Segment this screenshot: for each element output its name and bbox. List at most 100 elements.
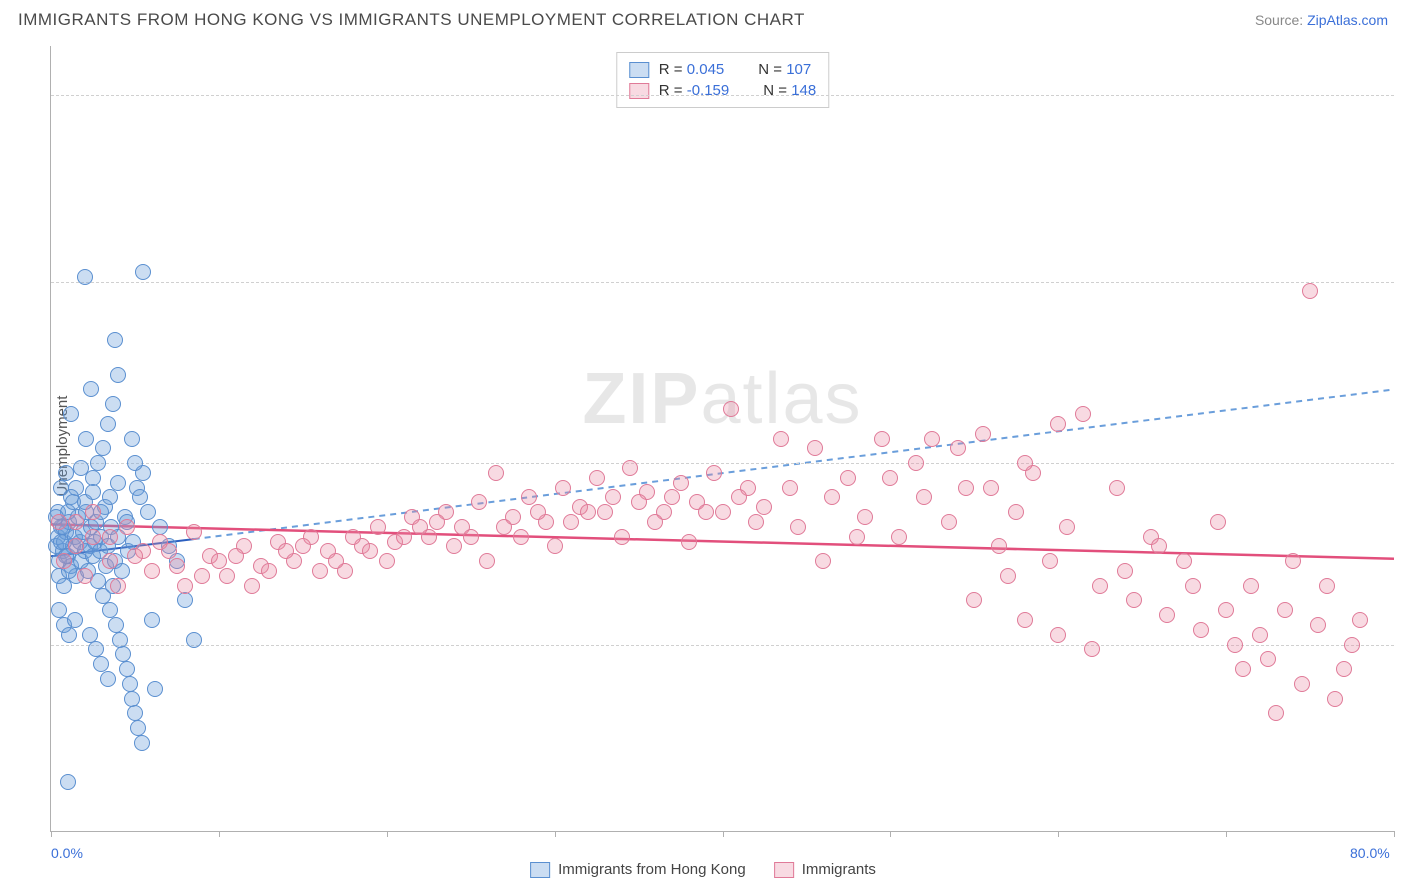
marker-imm: [161, 543, 177, 559]
marker-imm: [328, 553, 344, 569]
marker-imm: [1319, 578, 1335, 594]
marker-imm: [219, 568, 235, 584]
marker-imm: [924, 431, 940, 447]
marker-hk: [134, 735, 150, 751]
y-tick-label: 15.0%: [1400, 87, 1406, 103]
x-tick: [890, 831, 891, 837]
marker-imm: [1159, 607, 1175, 623]
marker-imm: [1268, 705, 1284, 721]
marker-hk: [63, 406, 79, 422]
marker-imm: [991, 538, 1007, 554]
marker-imm: [950, 440, 966, 456]
marker-imm: [119, 519, 135, 535]
marker-imm: [1075, 406, 1091, 422]
marker-imm: [916, 489, 932, 505]
marker-hk: [112, 632, 128, 648]
marker-imm: [1084, 641, 1100, 657]
marker-imm: [782, 480, 798, 496]
legend-swatch-2: [774, 862, 794, 878]
marker-imm: [840, 470, 856, 486]
marker-imm: [513, 529, 529, 545]
marker-hk: [107, 332, 123, 348]
marker-imm: [681, 534, 697, 550]
marker-imm: [983, 480, 999, 496]
marker-imm: [412, 519, 428, 535]
marker-imm: [186, 524, 202, 540]
marker-imm: [177, 578, 193, 594]
marker-imm: [1302, 283, 1318, 299]
marker-imm: [1210, 514, 1226, 530]
marker-imm: [1310, 617, 1326, 633]
gridline: [51, 645, 1394, 646]
marker-hk: [82, 627, 98, 643]
marker-hk: [56, 578, 72, 594]
marker-imm: [68, 514, 84, 530]
chart-area: ZIPatlas R = 0.045N = 107R = -0.159N = 1…: [50, 46, 1394, 832]
marker-hk: [122, 676, 138, 692]
y-tick-label: 3.8%: [1400, 637, 1406, 653]
marker-imm: [790, 519, 806, 535]
x-tick: [1058, 831, 1059, 837]
marker-hk: [78, 431, 94, 447]
marker-imm: [1294, 676, 1310, 692]
marker-hk: [110, 475, 126, 491]
marker-imm: [194, 568, 210, 584]
marker-imm: [706, 465, 722, 481]
marker-imm: [228, 548, 244, 564]
marker-imm: [975, 426, 991, 442]
marker-imm: [1109, 480, 1125, 496]
marker-imm: [1000, 568, 1016, 584]
marker-imm: [1017, 612, 1033, 628]
marker-imm: [1059, 519, 1075, 535]
gridline: [51, 463, 1394, 464]
stat-n: N = 148: [763, 82, 816, 99]
marker-imm: [1327, 691, 1343, 707]
marker-imm: [379, 553, 395, 569]
marker-hk: [127, 455, 143, 471]
marker-hk: [132, 489, 148, 505]
marker-imm: [1117, 563, 1133, 579]
x-tick: [387, 831, 388, 837]
x-left-label: 0.0%: [51, 845, 83, 861]
marker-imm: [874, 431, 890, 447]
marker-imm: [589, 470, 605, 486]
marker-imm: [530, 504, 546, 520]
marker-hk: [124, 691, 140, 707]
x-right-label: 80.0%: [1350, 845, 1390, 861]
marker-imm: [1243, 578, 1259, 594]
marker-hk: [83, 381, 99, 397]
marker-hk: [73, 460, 89, 476]
marker-imm: [68, 538, 84, 554]
marker-hk: [58, 465, 74, 481]
marker-imm: [488, 465, 504, 481]
marker-imm: [1151, 538, 1167, 554]
marker-imm: [102, 553, 118, 569]
marker-imm: [815, 553, 831, 569]
y-tick-label: 7.5%: [1400, 455, 1406, 471]
source-link[interactable]: ZipAtlas.com: [1307, 12, 1388, 28]
stats-box: R = 0.045N = 107R = -0.159N = 148: [616, 52, 829, 108]
marker-imm: [102, 529, 118, 545]
marker-imm: [1050, 416, 1066, 432]
marker-imm: [966, 592, 982, 608]
gridline: [51, 282, 1394, 283]
marker-imm: [1185, 578, 1201, 594]
marker-imm: [631, 494, 647, 510]
marker-hk: [93, 656, 109, 672]
marker-imm: [1235, 661, 1251, 677]
marker-imm: [110, 578, 126, 594]
marker-imm: [463, 529, 479, 545]
marker-imm: [1227, 637, 1243, 653]
marker-imm: [446, 538, 462, 554]
marker-imm: [1126, 592, 1142, 608]
legend-swatch-1: [530, 862, 550, 878]
marker-hk: [110, 367, 126, 383]
marker-imm: [958, 480, 974, 496]
marker-hk: [152, 519, 168, 535]
marker-imm: [614, 529, 630, 545]
marker-hk: [140, 504, 156, 520]
marker-imm: [244, 578, 260, 594]
marker-imm: [698, 504, 714, 520]
marker-hk: [85, 484, 101, 500]
marker-imm: [1017, 455, 1033, 471]
